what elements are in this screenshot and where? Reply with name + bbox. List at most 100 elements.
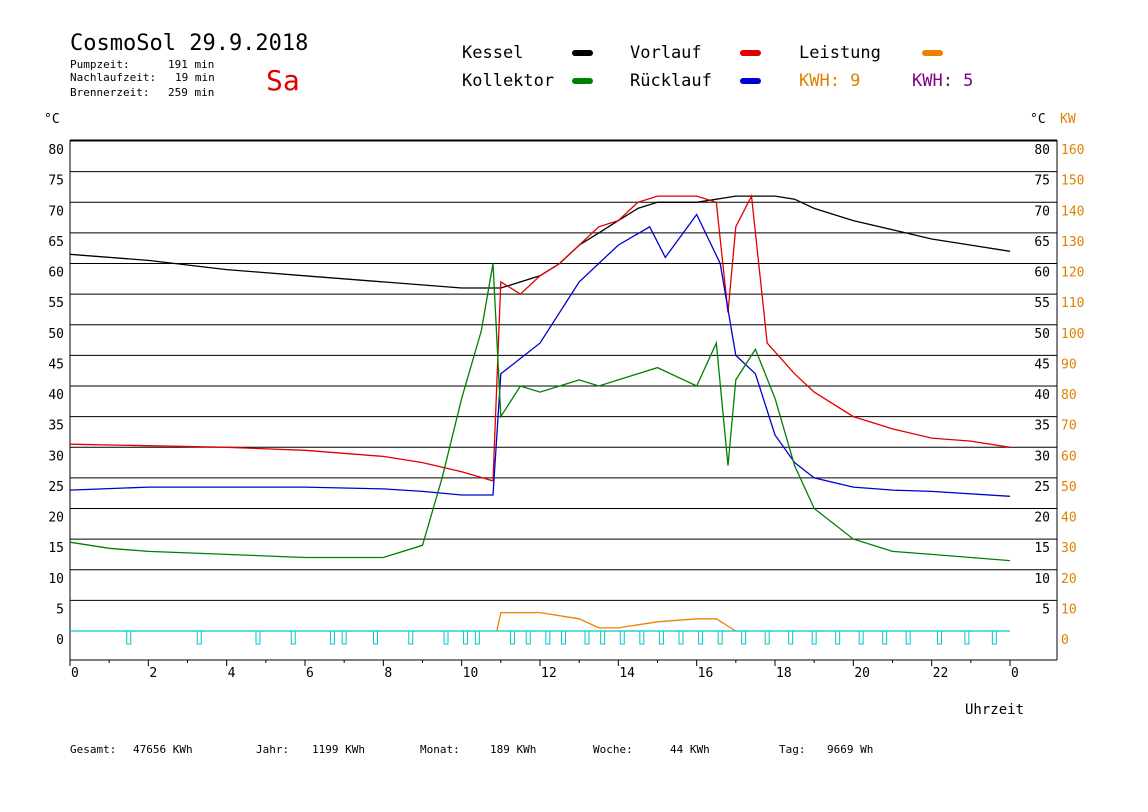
grid	[69, 139, 1058, 661]
y-tick-label-left: 80	[48, 143, 64, 158]
y-tick-label-left: 30	[48, 449, 64, 464]
y-tick-label-right: 75	[1034, 174, 1050, 189]
y-tick-label-kw: 20	[1061, 572, 1077, 587]
footer-jahr-value: 1199 KWh	[312, 743, 365, 756]
series-line-leistung	[496, 611, 737, 632]
pump-pulse	[474, 630, 480, 645]
pump-pulse	[584, 630, 590, 645]
y-tick-label-right: 5	[1042, 602, 1050, 617]
footer-gesamt-label: Gesamt:	[70, 743, 116, 756]
y-tick-label-left: 5	[56, 602, 64, 617]
pump-pulse	[964, 630, 970, 645]
footer-jahr-label: Jahr:	[256, 743, 289, 756]
y-tick-label-right: 50	[1034, 327, 1050, 342]
pump-pulse	[678, 630, 684, 645]
tick-labels: 0 2 4 6 8 10 12 14 16 18 20 22 005101520253035404550…	[48, 143, 1084, 681]
y-tick-label-right: 40	[1034, 388, 1050, 403]
pump-pulse	[639, 630, 645, 645]
x-tick-label: 6	[306, 666, 314, 681]
y-tick-label-kw: 150	[1061, 174, 1084, 189]
y-tick-label-right: 35	[1034, 419, 1050, 434]
x-tick-label: 10	[463, 666, 479, 681]
pump-pulse	[882, 630, 888, 645]
x-tick-label: 22	[933, 666, 949, 681]
y-tick-label-kw: 120	[1061, 266, 1084, 281]
y-tick-label-right: 15	[1034, 541, 1050, 556]
y-tick-label-right: 80	[1034, 143, 1050, 158]
y-tick-label-left: 15	[48, 541, 64, 556]
y-tick-label-kw: 160	[1061, 143, 1084, 158]
legend-kwh2-label: KWH: 5	[912, 71, 973, 91]
y-tick-label-right: 45	[1034, 357, 1050, 372]
pump-pulse	[126, 630, 132, 645]
y-tick-label-right: 60	[1034, 266, 1050, 281]
pump-pulse	[764, 630, 770, 645]
y-tick-label-kw: 60	[1061, 449, 1077, 464]
pump-pulse	[858, 630, 864, 645]
stat-value-pumpzeit: 191 min	[168, 58, 214, 71]
pump-pulse	[698, 630, 704, 645]
stat-label-brenner: Brennerzeit:	[70, 86, 149, 99]
y-tick-label-kw: 140	[1061, 204, 1084, 219]
y-tick-label-kw: 80	[1061, 388, 1077, 403]
pump-pulses	[70, 630, 1010, 645]
pump-pulse	[658, 630, 664, 645]
pump-pulse	[196, 630, 202, 645]
y-tick-label-right: 30	[1034, 449, 1050, 464]
y-tick-label-left: 20	[48, 511, 64, 526]
legend-vorlauf-label: Vorlauf	[630, 43, 702, 63]
stat-value-brenner: 259 min	[168, 86, 214, 99]
x-tick-label: 2	[149, 666, 157, 681]
x-tick-label: 16	[698, 666, 714, 681]
x-tick-label: 0	[1011, 666, 1019, 681]
ylabel-right-temp: °C	[1030, 112, 1046, 127]
y-tick-label-left: 75	[48, 174, 64, 189]
ylabel-left: °C	[44, 112, 60, 127]
chart-title: CosmoSol 29.9.2018	[70, 31, 308, 56]
pump-pulse	[937, 630, 942, 645]
footer-gesamt-value: 47656 KWh	[133, 743, 193, 756]
y-tick-label-left: 50	[48, 327, 64, 342]
legend-ruecklauf-label: Rücklauf	[630, 71, 712, 91]
stat-label-pumpzeit: Pumpzeit:	[70, 58, 130, 71]
y-tick-label-kw: 70	[1061, 419, 1077, 434]
series-line-kollektor	[69, 263, 1011, 562]
x-tick-label: 12	[541, 666, 557, 681]
y-tick-label-kw: 10	[1061, 602, 1077, 617]
y-tick-label-right: 55	[1034, 296, 1050, 311]
pump-pulse	[329, 630, 335, 645]
series-line-kessel	[69, 195, 1011, 289]
stat-value-nachlauf: 19 min	[175, 71, 215, 84]
y-tick-label-kw: 0	[1061, 633, 1069, 648]
y-tick-label-right: 25	[1034, 480, 1050, 495]
pump-pulse	[811, 630, 817, 645]
y-tick-label-left: 60	[48, 266, 64, 281]
x-tick-label: 0	[71, 666, 79, 681]
pump-pulse	[545, 630, 551, 645]
y-tick-label-kw: 50	[1061, 480, 1077, 495]
x-tick-label: 14	[619, 666, 635, 681]
y-tick-label-left: 70	[48, 204, 64, 219]
footer-woche-label: Woche:	[593, 743, 633, 756]
pump-pulse	[463, 630, 469, 645]
pump-pulse	[600, 630, 606, 645]
y-tick-label-left: 10	[48, 572, 64, 587]
y-tick-label-left: 45	[48, 357, 64, 372]
xlabel: Uhrzeit	[965, 702, 1024, 718]
footer-monat-label: Monat:	[420, 743, 460, 756]
pump-pulse	[741, 630, 747, 645]
y-tick-label-left: 55	[48, 296, 64, 311]
y-tick-label-right: 70	[1034, 204, 1050, 219]
day-label: Sa	[266, 64, 300, 97]
legend-kwh1-label: KWH: 9	[799, 71, 860, 91]
footer-woche-value: 44 KWh	[670, 743, 710, 756]
pump-pulse	[717, 630, 723, 645]
pump-pulse	[290, 630, 296, 645]
pump-pulse	[525, 630, 531, 645]
footer-tag-label: Tag:	[779, 743, 806, 756]
pump-pulse	[835, 630, 841, 645]
series-line-ruecklauf	[69, 213, 1011, 497]
y-tick-label-left: 35	[48, 419, 64, 434]
stat-label-nachlauf: Nachlaufzeit:	[70, 71, 156, 84]
pump-pulse	[510, 630, 516, 645]
